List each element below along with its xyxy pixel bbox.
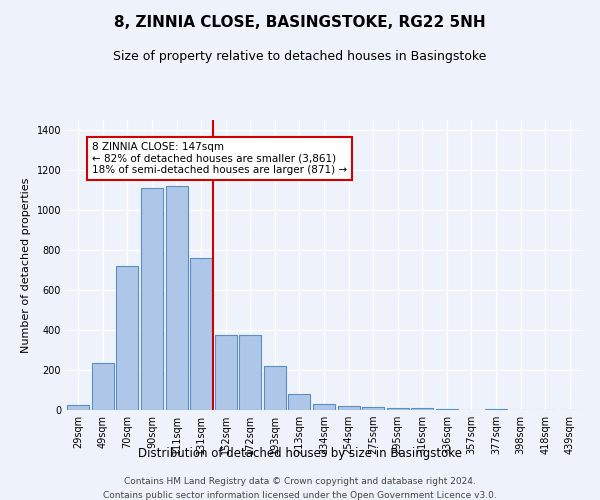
Bar bbox=[386, 408, 409, 410]
Bar bbox=[313, 404, 335, 410]
Bar bbox=[239, 335, 262, 410]
Bar bbox=[411, 408, 433, 410]
Bar bbox=[264, 366, 286, 410]
Bar bbox=[289, 394, 310, 410]
Text: Distribution of detached houses by size in Basingstoke: Distribution of detached houses by size … bbox=[138, 448, 462, 460]
Bar bbox=[190, 258, 212, 410]
Bar bbox=[166, 186, 188, 410]
Text: 8 ZINNIA CLOSE: 147sqm
← 82% of detached houses are smaller (3,861)
18% of semi-: 8 ZINNIA CLOSE: 147sqm ← 82% of detached… bbox=[92, 142, 347, 175]
Bar bbox=[338, 406, 359, 410]
Bar bbox=[141, 188, 163, 410]
Bar bbox=[116, 266, 139, 410]
Bar bbox=[92, 363, 114, 410]
Text: Contains HM Land Registry data © Crown copyright and database right 2024.: Contains HM Land Registry data © Crown c… bbox=[124, 478, 476, 486]
Bar bbox=[362, 407, 384, 410]
Text: Size of property relative to detached houses in Basingstoke: Size of property relative to detached ho… bbox=[113, 50, 487, 63]
Bar bbox=[485, 409, 507, 410]
Text: 8, ZINNIA CLOSE, BASINGSTOKE, RG22 5NH: 8, ZINNIA CLOSE, BASINGSTOKE, RG22 5NH bbox=[114, 15, 486, 30]
Text: Contains public sector information licensed under the Open Government Licence v3: Contains public sector information licen… bbox=[103, 491, 497, 500]
Bar bbox=[436, 409, 458, 410]
Bar bbox=[215, 335, 237, 410]
Y-axis label: Number of detached properties: Number of detached properties bbox=[21, 178, 31, 352]
Bar bbox=[67, 405, 89, 410]
